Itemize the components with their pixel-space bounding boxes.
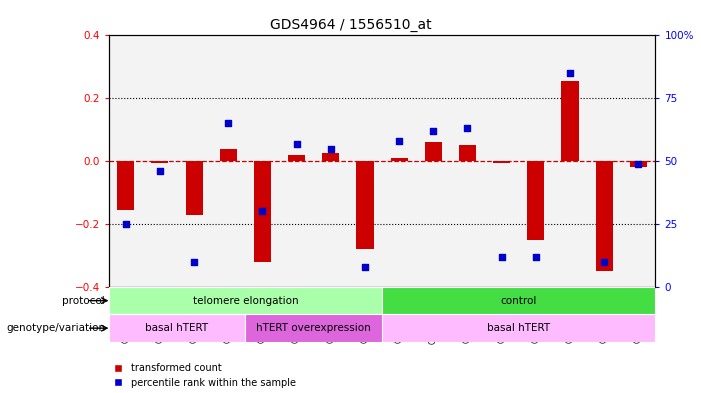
Text: genotype/variation: genotype/variation [6,323,105,333]
Bar [382,35,416,287]
Point [325,145,336,152]
Text: hTERT overexpression: hTERT overexpression [257,323,371,333]
Bar [425,142,442,161]
Point [360,264,371,270]
Bar [219,149,237,161]
Bar [382,314,655,342]
Point [189,259,200,265]
Bar [151,161,168,163]
Bar [356,161,374,249]
Bar [288,155,305,161]
Legend: transformed count, percentile rank within the sample: transformed count, percentile rank withi… [114,363,296,388]
Bar [117,161,135,210]
Bar [177,35,211,287]
Bar [109,287,382,314]
Bar [493,161,510,163]
Bar [314,35,348,287]
Point [564,70,576,76]
Text: telomere elongation: telomere elongation [193,296,298,306]
Bar [587,35,621,287]
Point [223,120,234,127]
Point [120,221,131,227]
Point [462,125,473,132]
Bar [211,35,245,287]
Bar [280,35,314,287]
Bar [348,35,382,287]
Bar [245,314,382,342]
Bar [519,35,553,287]
Text: protocol: protocol [62,296,105,306]
Bar [109,314,245,342]
Point [530,253,541,260]
Bar [254,161,271,262]
Bar [553,35,587,287]
Point [496,253,508,260]
Point [257,208,268,215]
Bar [459,145,476,161]
Point [428,128,439,134]
Point [154,168,165,174]
Point [633,160,644,167]
Bar [527,161,545,240]
Text: GDS4964 / 1556510_at: GDS4964 / 1556510_at [270,18,431,32]
Bar [186,161,203,215]
Text: basal hTERT: basal hTERT [145,323,209,333]
Point [291,140,302,147]
Bar [390,158,408,161]
Bar [484,35,519,287]
Bar [245,35,280,287]
Bar [382,287,655,314]
Point [599,259,610,265]
Text: control: control [501,296,537,306]
Point [393,138,404,144]
Bar [143,35,177,287]
Bar [109,35,143,287]
Bar [621,35,655,287]
Bar [451,35,484,287]
Text: basal hTERT: basal hTERT [487,323,550,333]
Bar [629,161,647,167]
Bar [416,35,451,287]
Bar [562,81,578,161]
Bar [596,161,613,271]
Bar [322,153,339,161]
